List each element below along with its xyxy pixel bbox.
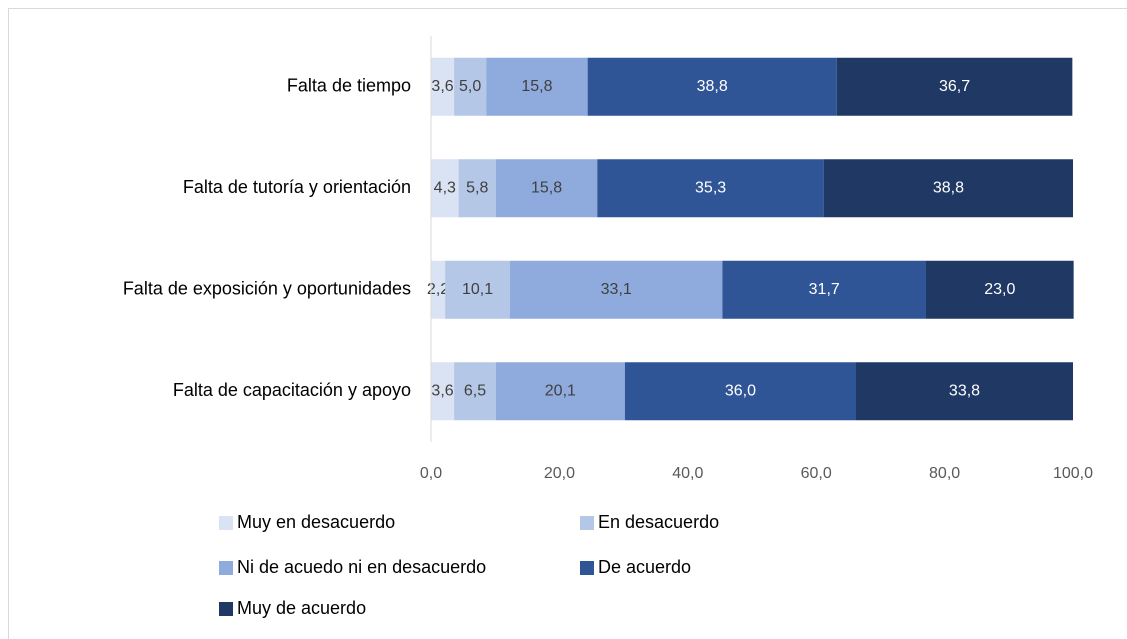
- bar-segment: [431, 159, 459, 218]
- data-label: 20,1: [545, 382, 576, 399]
- data-label: 2,2: [427, 281, 449, 298]
- legend-swatch: [580, 516, 594, 530]
- legend-swatch: [219, 561, 233, 575]
- data-label: 6,5: [464, 382, 486, 399]
- legend-swatch: [580, 561, 594, 575]
- x-tick-label: 40,0: [672, 465, 703, 482]
- y-tick-label: Falta de capacitación y apoyo: [173, 380, 411, 400]
- legend-swatch: [219, 516, 233, 530]
- data-label: 15,8: [531, 179, 562, 196]
- data-label: 5,8: [466, 179, 488, 196]
- bar-segment: [495, 362, 625, 421]
- legend-swatch: [219, 602, 233, 616]
- data-label: 5,0: [459, 78, 481, 95]
- data-label: 4,3: [434, 179, 456, 196]
- data-label: 15,8: [521, 78, 552, 95]
- bar-segment: [925, 260, 1074, 319]
- legend-label: En desacuerdo: [598, 512, 719, 532]
- bar-segment: [597, 159, 824, 218]
- bar-segment: [495, 159, 598, 218]
- x-tick-label: 20,0: [544, 465, 575, 482]
- data-label: 33,1: [601, 281, 632, 298]
- bar-segment: [823, 159, 1073, 218]
- data-label: 35,3: [695, 179, 726, 196]
- bar-segment: [431, 57, 455, 116]
- data-label: 38,8: [933, 179, 964, 196]
- bar-segment: [624, 362, 857, 421]
- bar-segment: [836, 57, 1073, 116]
- bar-segment: [458, 159, 496, 218]
- bar-segment: [454, 362, 496, 421]
- bar-segment: [509, 260, 723, 319]
- bar-segment: [722, 260, 926, 319]
- bar-segment: [486, 57, 588, 116]
- y-tick-label: Falta de tiempo: [287, 76, 411, 96]
- data-label: 33,8: [949, 382, 980, 399]
- bar-segment: [587, 57, 837, 116]
- legend-label: Muy en desacuerdo: [237, 512, 395, 532]
- data-label: 3,6: [431, 382, 453, 399]
- x-tick-label: 60,0: [801, 465, 832, 482]
- bar-segment: [445, 260, 510, 319]
- bar-segment: [431, 362, 455, 421]
- chart-frame: [8, 8, 1127, 639]
- data-label: 36,0: [725, 382, 756, 399]
- legend-label: Ni de acuedo ni en desacuerdo: [237, 557, 486, 577]
- data-label: 10,1: [462, 281, 493, 298]
- data-label: 31,7: [809, 281, 840, 298]
- x-tick-label: 80,0: [929, 465, 960, 482]
- data-label: 3,6: [431, 78, 453, 95]
- legend-label: De acuerdo: [598, 557, 691, 577]
- y-tick-label: Falta de exposición y oportunidades: [123, 279, 411, 299]
- legend-label: Muy de acuerdo: [237, 598, 366, 618]
- data-label: 36,7: [939, 78, 970, 95]
- bar-segment: [431, 260, 446, 319]
- data-label: 23,0: [984, 281, 1015, 298]
- x-tick-label: 100,0: [1053, 465, 1093, 482]
- data-label: 38,8: [697, 78, 728, 95]
- x-tick-label: 0,0: [420, 465, 442, 482]
- bar-segment: [856, 362, 1073, 421]
- bar-segment: [454, 57, 487, 116]
- y-tick-label: Falta de tutoría y orientación: [183, 177, 411, 197]
